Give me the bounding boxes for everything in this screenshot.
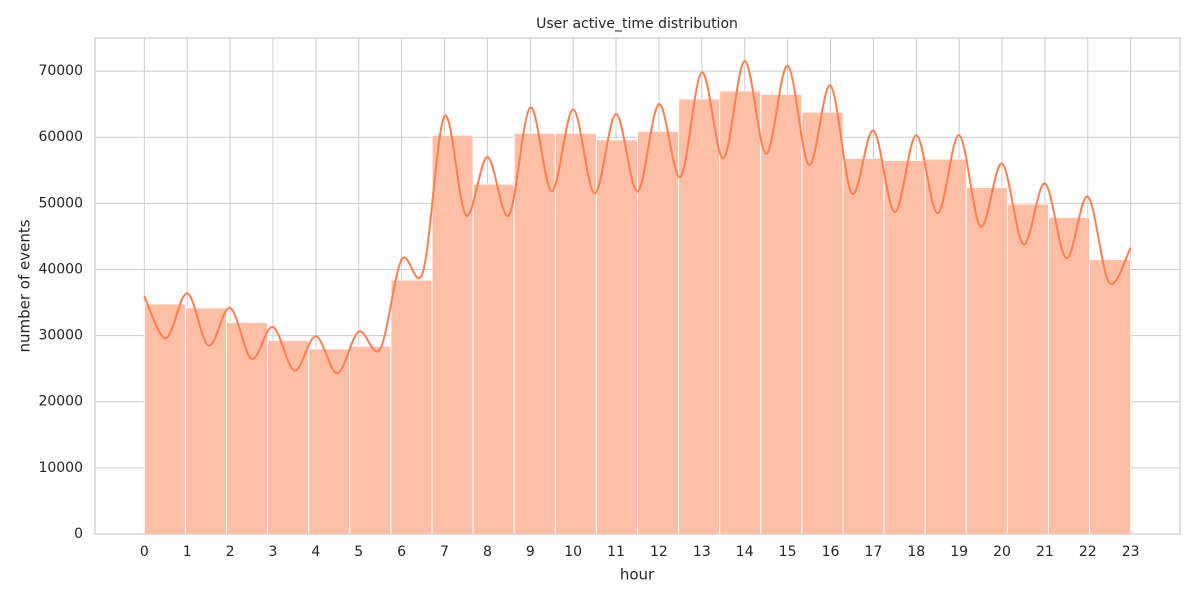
x-tick-label: 13 bbox=[693, 544, 711, 560]
y-axis-label: number of events bbox=[16, 219, 34, 352]
histogram-bar bbox=[1089, 259, 1132, 535]
x-tick-label: 6 bbox=[397, 544, 406, 560]
x-tick-label: 9 bbox=[526, 544, 535, 560]
histogram-bar bbox=[472, 183, 515, 535]
histogram-bar bbox=[513, 132, 556, 535]
x-tick-label: 17 bbox=[864, 544, 882, 560]
histogram-bar bbox=[308, 348, 351, 535]
y-tick-label: 40000 bbox=[38, 261, 83, 277]
chart-title: User active_time distribution bbox=[536, 16, 738, 32]
x-tick-label: 22 bbox=[1079, 544, 1097, 560]
histogram-bar bbox=[637, 130, 680, 535]
histogram-bar bbox=[1006, 203, 1049, 535]
histogram-bar bbox=[595, 139, 639, 535]
x-tick-label: 3 bbox=[269, 544, 278, 560]
x-tick-label: 20 bbox=[993, 544, 1011, 560]
x-tick-label: 2 bbox=[226, 544, 235, 560]
histogram-bar bbox=[842, 157, 885, 535]
x-tick-label: 15 bbox=[779, 544, 797, 560]
x-tick-label: 10 bbox=[564, 544, 582, 560]
x-tick-label: 1 bbox=[183, 544, 192, 560]
plot-frame bbox=[94, 37, 1181, 535]
histogram-bar bbox=[267, 339, 310, 535]
x-tick-label: 21 bbox=[1036, 544, 1054, 560]
histogram-bar bbox=[1047, 216, 1091, 535]
histogram-bar bbox=[431, 134, 474, 535]
x-tick-label: 16 bbox=[822, 544, 840, 560]
x-tick-label: 8 bbox=[483, 544, 492, 560]
y-tick-label: 0 bbox=[74, 526, 83, 542]
y-tick-label: 10000 bbox=[38, 460, 83, 476]
x-tick-label: 0 bbox=[140, 544, 149, 560]
histogram-bar bbox=[349, 345, 392, 535]
histogram-bar bbox=[883, 159, 926, 535]
histogram-bar bbox=[965, 186, 1008, 535]
x-tick-label: 5 bbox=[354, 544, 363, 560]
y-tick-label: 20000 bbox=[38, 394, 83, 410]
y-tick-label: 70000 bbox=[38, 63, 83, 79]
y-tick-label: 50000 bbox=[38, 195, 83, 211]
x-tick-label: 7 bbox=[440, 544, 449, 560]
y-tick-label: 60000 bbox=[38, 129, 83, 145]
histogram-bar bbox=[760, 93, 803, 535]
x-tick-label: 19 bbox=[950, 544, 968, 560]
histogram-bar bbox=[143, 303, 186, 535]
histogram-bar bbox=[184, 307, 228, 535]
x-tick-label: 11 bbox=[607, 544, 625, 560]
histogram-bar bbox=[390, 279, 433, 535]
x-axis-label: hour bbox=[620, 566, 655, 584]
x-tick-label: 14 bbox=[736, 544, 754, 560]
x-tick-label: 18 bbox=[907, 544, 925, 560]
histogram-bar bbox=[924, 158, 967, 535]
histogram-bar bbox=[678, 98, 721, 535]
histogram-bar bbox=[801, 111, 844, 535]
x-tick-label: 12 bbox=[650, 544, 668, 560]
kde-line bbox=[143, 60, 1132, 375]
x-tick-label: 4 bbox=[311, 544, 320, 560]
x-tick-label: 23 bbox=[1122, 544, 1140, 560]
histogram-bar bbox=[554, 132, 597, 535]
histogram-bar bbox=[719, 90, 762, 535]
y-tick-label: 30000 bbox=[38, 328, 83, 344]
